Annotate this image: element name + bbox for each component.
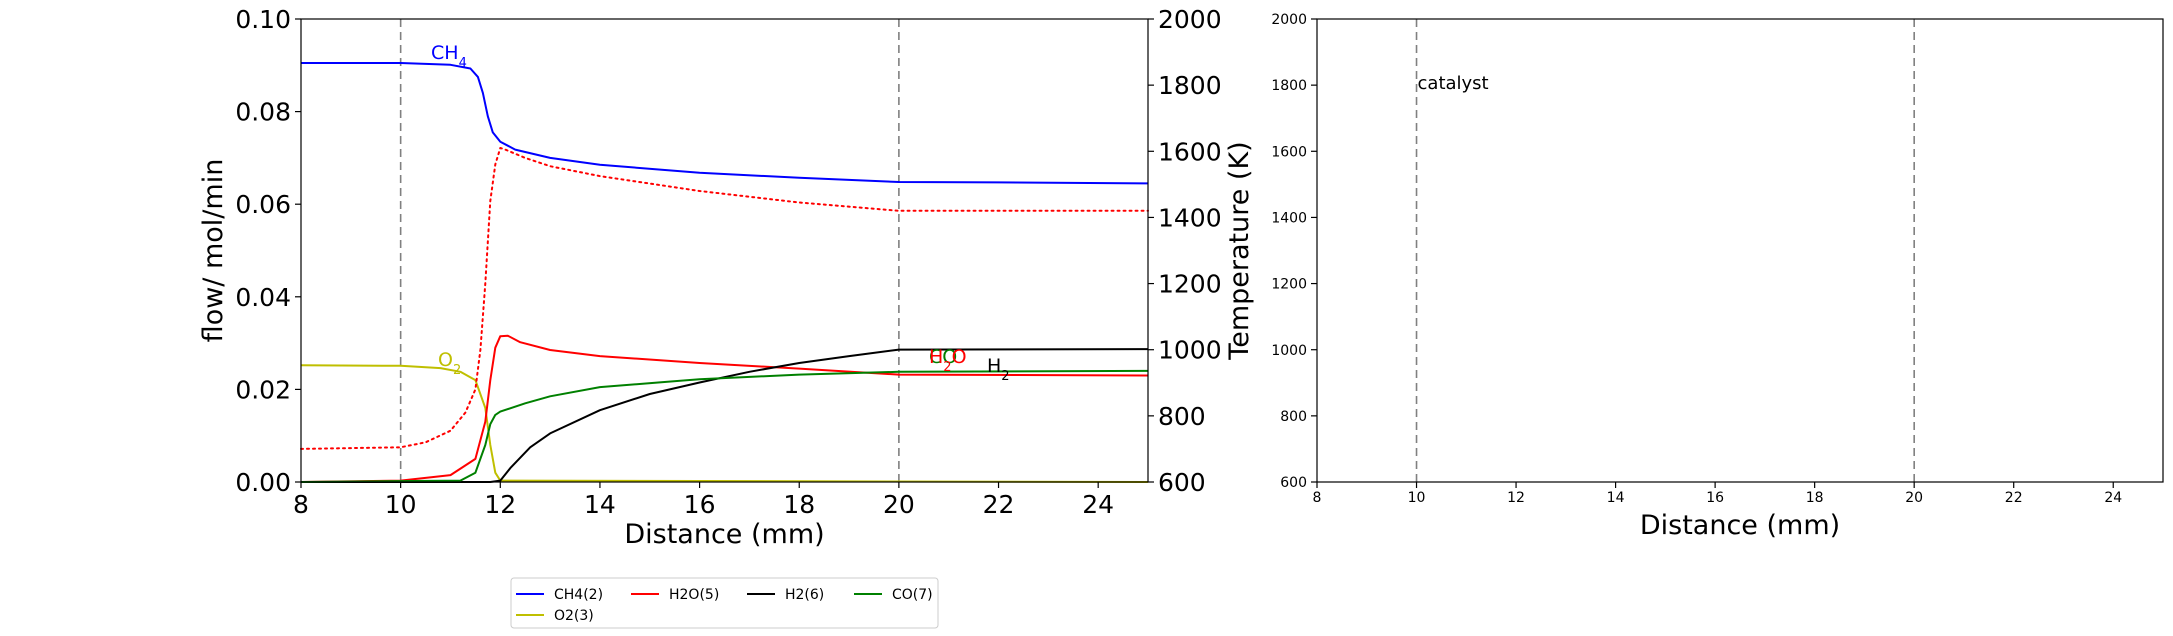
temperature-line <box>300 147 1149 450</box>
x-tick-label: 20 <box>1905 490 1923 506</box>
y-tick-label: 1000 <box>1158 336 1222 365</box>
y-axis-ticks: 600 800 1000 1200 1400 1600 1800 2000 <box>1271 12 1317 491</box>
x-tick-label: 10 <box>1408 490 1426 506</box>
x-tick-label: 12 <box>484 490 516 519</box>
y-tick-label: 0.02 <box>235 375 291 404</box>
y-tick-label: 2000 <box>1158 5 1222 34</box>
y-tick-label: 1800 <box>1271 78 1307 94</box>
legend-box <box>510 577 939 629</box>
y-tick-label: 0.00 <box>235 468 291 497</box>
catalyst-boundary-lines <box>399 19 900 482</box>
legend-label-ch4-2: CH4(2) <box>554 587 603 603</box>
x-axis-ticks: 8 10 12 14 16 18 20 22 24 <box>1313 482 2122 506</box>
x-tick-label: 12 <box>1507 490 1525 506</box>
chart-catalyst-panel: 8 10 12 14 16 18 20 22 24 600 800 1000 1200 1400 1600… <box>1271 12 2164 541</box>
x-axis-label: Distance (mm) <box>624 519 824 550</box>
y-tick-label: 1600 <box>1271 144 1307 160</box>
y-tick-label: 800 <box>1158 402 1206 431</box>
y-tick-label: 1600 <box>1158 137 1222 166</box>
x-tick-label: 16 <box>684 490 716 519</box>
x-tick-label: 14 <box>1607 490 1625 506</box>
catalyst-boundary-lines <box>1415 19 1915 482</box>
co-7-line <box>300 369 1149 483</box>
y-tick-label: 1800 <box>1158 71 1222 100</box>
y-tick-label: 600 <box>1280 475 1307 491</box>
o2-3-line <box>300 364 1149 483</box>
y-tick-label: 0.04 <box>235 283 291 312</box>
y-tick-label: 600 <box>1158 468 1206 497</box>
x-tick-label: 22 <box>983 490 1015 519</box>
legend: CH4(2) H2O(5) H2(6) CO(7) O2(3) <box>510 577 939 629</box>
legend-label-h2-6: H2(6) <box>785 587 824 603</box>
chart-flow-temperature: 8 10 12 14 16 18 20 22 24 0.000.020.040.060.080.… <box>198 5 1255 550</box>
catalyst-annotation: catalyst <box>1418 73 1489 94</box>
x-axis-label: Distance (mm) <box>1640 510 1840 541</box>
x-tick-label: 8 <box>293 490 309 519</box>
o2-inline-label: O2 <box>438 349 461 378</box>
ch4-inline-label: CH4 <box>431 42 467 71</box>
legend-label-o2-3: O2(3) <box>554 608 594 624</box>
y-tick-label: 1400 <box>1271 210 1307 226</box>
ch4-2-line <box>301 62 1149 185</box>
co-inline-label: CO <box>929 346 957 368</box>
y-tick-label: 1000 <box>1271 343 1307 359</box>
y-right-axis-ticks: 600 800 1000 1200 1400 1600 1800 2000 <box>1148 5 1222 497</box>
y-tick-label: 800 <box>1280 409 1307 425</box>
legend-label-h2o-5: H2O(5) <box>669 587 719 603</box>
x-tick-label: 22 <box>2005 490 2023 506</box>
h2-inline-label: H2 <box>987 355 1010 384</box>
h2-6-line <box>301 348 1149 483</box>
x-tick-label: 10 <box>385 490 417 519</box>
y-tick-label: 0.10 <box>235 5 291 34</box>
x-tick-label: 16 <box>1706 490 1724 506</box>
y-tick-label: 2000 <box>1271 12 1307 28</box>
x-tick-label: 8 <box>1313 490 1322 506</box>
y-tick-label: 1200 <box>1158 270 1222 299</box>
y-tick-label: 0.08 <box>235 98 291 127</box>
series-group <box>300 62 1149 483</box>
x-tick-label: 18 <box>1806 490 1824 506</box>
x-tick-label: 20 <box>883 490 915 519</box>
x-tick-label: 24 <box>2104 490 2122 506</box>
y-axis-ticks: 0.00 0.02 0.04 0.06 0.08 0.10 <box>235 5 301 497</box>
y-axis-label: flow/ mol/min <box>198 159 229 343</box>
x-axis-ticks: 8 10 12 14 16 18 20 22 24 <box>293 482 1114 519</box>
x-tick-label: 18 <box>783 490 815 519</box>
y-right-axis-label: Temperature (K) <box>1224 141 1255 360</box>
x-tick-label: 24 <box>1082 490 1114 519</box>
legend-label-co-7: CO(7) <box>892 587 933 603</box>
y-tick-label: 0.06 <box>235 190 291 219</box>
y-tick-label: 1400 <box>1158 203 1222 232</box>
plot-frame <box>300 18 1149 483</box>
x-tick-label: 14 <box>584 490 616 519</box>
y-tick-label: 1200 <box>1271 277 1307 293</box>
h2o-5-line <box>300 334 1149 483</box>
plot-frame <box>1316 18 2164 483</box>
